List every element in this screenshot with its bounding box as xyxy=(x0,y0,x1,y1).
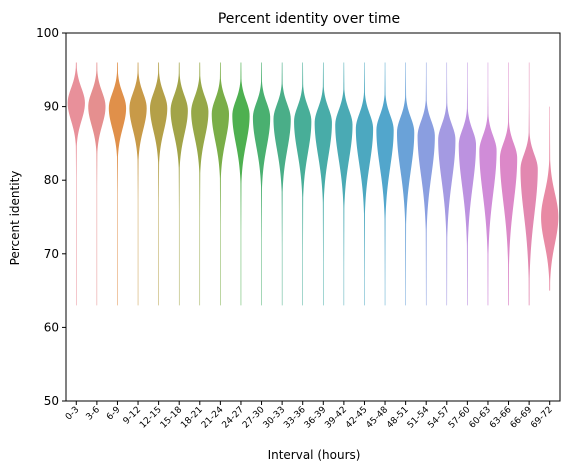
violin-0-3 xyxy=(67,62,85,306)
violin-36-39 xyxy=(314,62,332,306)
violin-group xyxy=(67,62,559,306)
y-tick-label: 80 xyxy=(44,173,59,187)
violin-27-30 xyxy=(252,62,271,306)
y-axis-label: Percent identity xyxy=(8,171,22,266)
x-tick-label: 63-66 xyxy=(488,405,514,431)
x-tick-label: 6-9 xyxy=(105,405,123,423)
x-axis-label: Interval (hours) xyxy=(268,448,361,462)
violin-39-42 xyxy=(335,62,353,306)
x-tick-label: 45-48 xyxy=(365,405,391,431)
violin-24-27 xyxy=(232,62,250,306)
x-tick-label: 60-63 xyxy=(468,405,494,431)
x-tick-label: 33-36 xyxy=(282,405,308,431)
x-tick-label: 15-18 xyxy=(159,405,185,431)
x-tick-label: 39-42 xyxy=(323,405,349,431)
violin-33-36 xyxy=(294,62,312,306)
violin-63-66 xyxy=(499,62,518,306)
violin-54-57 xyxy=(438,62,456,306)
violin-6-9 xyxy=(108,62,127,306)
x-tick-label: 27-30 xyxy=(241,405,267,431)
violin-69-72 xyxy=(541,106,559,291)
x-tick-label: 66-69 xyxy=(509,405,535,431)
x-tick-label: 51-54 xyxy=(406,405,432,431)
violin-66-69 xyxy=(520,62,538,306)
x-tick-label: 12-15 xyxy=(138,405,164,431)
y-tick-label: 100 xyxy=(36,26,59,40)
violin-30-33 xyxy=(273,62,291,306)
violin-21-24 xyxy=(211,62,230,306)
violin-9-12 xyxy=(129,62,147,306)
x-tick-label: 3-6 xyxy=(85,405,103,423)
x-tick-label: 18-21 xyxy=(179,405,205,431)
y-axis: 50 60 70 80 90 100 xyxy=(36,26,66,408)
x-axis: 0-3 3-6 6-9 9-1212-1515-1818-2121-2424-2727… xyxy=(64,401,555,431)
violin-3-6 xyxy=(88,62,106,306)
y-tick-label: 70 xyxy=(44,247,59,261)
violin-12-15 xyxy=(149,62,168,306)
violin-60-63 xyxy=(479,62,497,306)
x-tick-label: 57-60 xyxy=(447,405,473,431)
y-tick-label: 90 xyxy=(44,100,59,114)
violin-15-18 xyxy=(170,62,188,306)
y-tick-label: 50 xyxy=(44,394,59,408)
x-tick-label: 36-39 xyxy=(303,405,329,431)
x-tick-label: 69-72 xyxy=(529,405,555,431)
violin-51-54 xyxy=(417,62,435,306)
x-tick-label: 0-3 xyxy=(64,405,81,422)
violin-57-60 xyxy=(458,62,477,306)
x-tick-label: 30-33 xyxy=(262,405,288,431)
x-tick-label: 21-24 xyxy=(200,405,226,431)
chart-title: Percent identity over time xyxy=(218,11,400,27)
violin-18-21 xyxy=(191,62,209,306)
x-tick-label: 42-45 xyxy=(344,405,370,431)
x-tick-label: 24-27 xyxy=(221,405,247,431)
y-tick-label: 60 xyxy=(44,320,59,334)
x-tick-label: 54-57 xyxy=(426,405,452,431)
plot-frame xyxy=(65,32,561,402)
violin-42-45 xyxy=(355,62,374,306)
violin-48-51 xyxy=(396,62,415,306)
violin-45-48 xyxy=(376,62,394,306)
x-tick-label: 48-51 xyxy=(385,405,411,431)
